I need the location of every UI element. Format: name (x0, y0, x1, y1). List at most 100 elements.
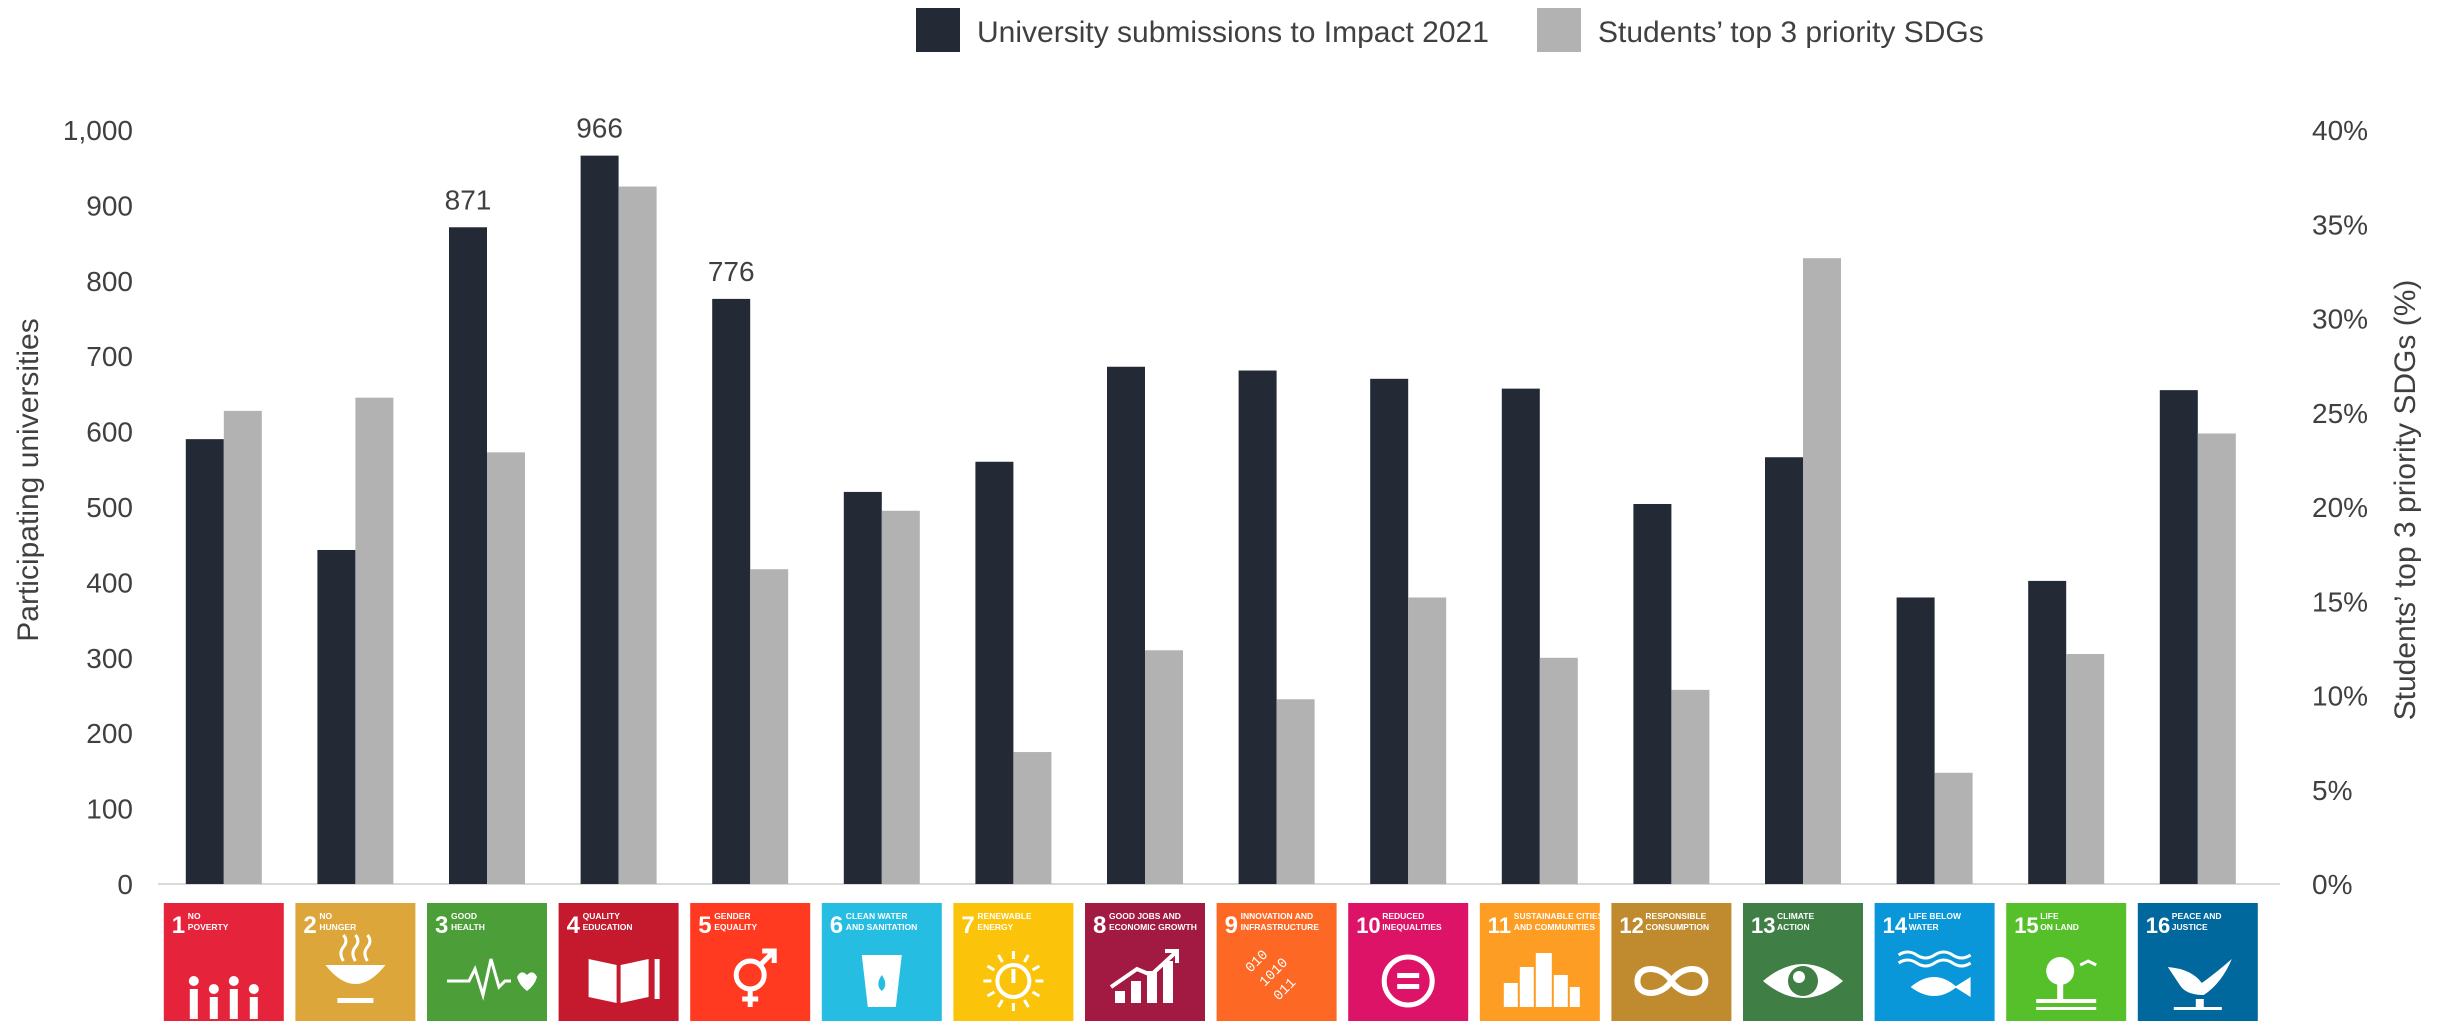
y2-tick-label: 15% (2312, 586, 2368, 617)
bar-submissions-sdg-12 (1633, 503, 1672, 884)
legend-label-submissions: University submissions to Impact 2021 (977, 16, 1489, 49)
bar-students-sdg-5 (750, 569, 789, 884)
gender-icon (733, 948, 777, 1007)
y2-tick-label: 30% (2312, 304, 2368, 335)
bar-students-sdg-1 (223, 410, 262, 884)
sdg-tile-number: 16 (2146, 913, 2170, 938)
sdg-tile-number: 9 (1225, 912, 1238, 939)
y-tick-label: 600 (86, 417, 133, 448)
y-tick-label: 100 (86, 794, 133, 825)
bars (185, 155, 2236, 885)
sdg-tile-number: 12 (1619, 913, 1643, 938)
sdg-tile-label: WATER (1909, 922, 1939, 932)
bar-submissions-sdg-1 (185, 439, 224, 884)
bar-students-sdg-13 (1803, 258, 1841, 884)
heartbeat-icon (447, 958, 537, 1001)
y-tick-label: 800 (86, 266, 133, 297)
y2-tick-label: 20% (2312, 492, 2368, 523)
bar-submissions-sdg-10 (1370, 378, 1409, 884)
water-glass-icon (861, 955, 902, 1007)
sdg-tile-label: INFRASTRUCTURE (1241, 922, 1320, 932)
bar-students-sdg-3 (487, 452, 525, 884)
sdg-tile-background (427, 903, 547, 1021)
sdg-tile-number: 14 (1883, 913, 1908, 938)
y-tick-label: 500 (86, 492, 133, 523)
bar-students-sdg-11 (1539, 657, 1578, 884)
sdg-tile-label: NO (188, 911, 201, 921)
sdg-tile-number: 10 (1356, 913, 1380, 938)
sdg-tile-label: LIFE BELOW (1909, 911, 1962, 921)
dove-icon (2167, 959, 2232, 1010)
sdg-tile-label: INEQUALITIES (1382, 922, 1442, 932)
sdg-tile-background (1085, 903, 1205, 1021)
bar-students-sdg-12 (1671, 689, 1710, 884)
sun-power-icon (983, 951, 1044, 1011)
sdg-tile-label: LIFE (2040, 911, 2059, 921)
y-tick-label: 300 (86, 643, 133, 674)
y2-tick-label: 0% (2312, 869, 2352, 900)
tree-icon (2036, 957, 2097, 1010)
y-tick-label: 900 (86, 190, 133, 221)
sdg-tile-label: GENDER (714, 911, 750, 921)
family-icon (188, 976, 259, 1019)
y-axis-title: Participating universities (12, 318, 45, 641)
legend: University submissions to Impact 2021 St… (916, 8, 1984, 52)
growth-chart-icon (1109, 949, 1179, 1003)
sdg-tile-label: HEALTH (451, 922, 485, 932)
city-icon (1503, 953, 1580, 1007)
sdg-tile-label: QUALITY (583, 911, 621, 921)
sdg-tile-label: REDUCED (1382, 911, 1424, 921)
sdg-tile-background (1348, 903, 1469, 1021)
sdg-tile-label: POVERTY (188, 922, 229, 932)
y2-tick-label: 25% (2312, 398, 2368, 429)
y2-axis-ticks: 0% 5% 10% 15% 20% 25% 30% 35% 40% (2312, 115, 2368, 900)
sdg-tile-label: ACTION (1777, 922, 1810, 932)
sdg-tile-label: HUNGER (319, 922, 356, 932)
sdg-tile-number: 5 (698, 912, 711, 939)
sdg-tile-label: EQUALITY (714, 922, 757, 932)
legend-label-students: Students’ top 3 priority SDGs (1598, 16, 1984, 49)
sdg-tile-label: ECONOMIC GROWTH (1109, 922, 1197, 932)
legend-swatch-students (1537, 8, 1581, 52)
y-tick-label: 1,000 (63, 115, 133, 146)
data-label-sdg-4: 966 (576, 113, 623, 144)
bar-submissions-sdg-13 (1765, 457, 1803, 884)
sdg-tile-number: 7 (961, 912, 974, 939)
data-label-sdg-5: 776 (708, 256, 755, 287)
y2-tick-label: 10% (2312, 681, 2368, 712)
sdg-tile-label: CLIMATE (1777, 911, 1814, 921)
sdg-tile-background (953, 903, 1074, 1021)
bar-students-sdg-16 (2197, 433, 2236, 884)
y-tick-label: 400 (86, 567, 133, 598)
sdg-tile-label: AND COMMUNITIES (1514, 922, 1596, 932)
y-axis-ticks: 0 100 200 300 400 500 600 700 800 900 1,000 (63, 115, 133, 900)
bar-students-sdg-6 (881, 510, 920, 884)
sdg-tile-number: 11 (1488, 913, 1511, 938)
bar-students-sdg-4 (618, 186, 657, 885)
bar-submissions-sdg-14 (1896, 597, 1935, 884)
sdg-tile-label: RESPONSIBLE (1645, 911, 1706, 921)
bar-submissions-sdg-11 (1501, 388, 1540, 884)
bar-submissions-sdg-4 (580, 155, 619, 885)
sdg-tile-number: 6 (830, 912, 843, 939)
sdg-tile-label: CLEAN WATER (846, 911, 908, 921)
bar-students-sdg-15 (2066, 654, 2105, 884)
equals-icon (1381, 954, 1435, 1008)
sdg-tile-label: AND SANITATION (846, 922, 917, 932)
bar-submissions-sdg-5 (712, 298, 751, 884)
sdg-tile-background (1743, 903, 1863, 1021)
bar-students-sdg-10 (1408, 597, 1447, 884)
y2-axis-title: Students’ top 3 priority SDGs (%) (2389, 280, 2422, 721)
bar-submissions-sdg-2 (317, 549, 356, 884)
y2-tick-label: 35% (2312, 209, 2368, 240)
